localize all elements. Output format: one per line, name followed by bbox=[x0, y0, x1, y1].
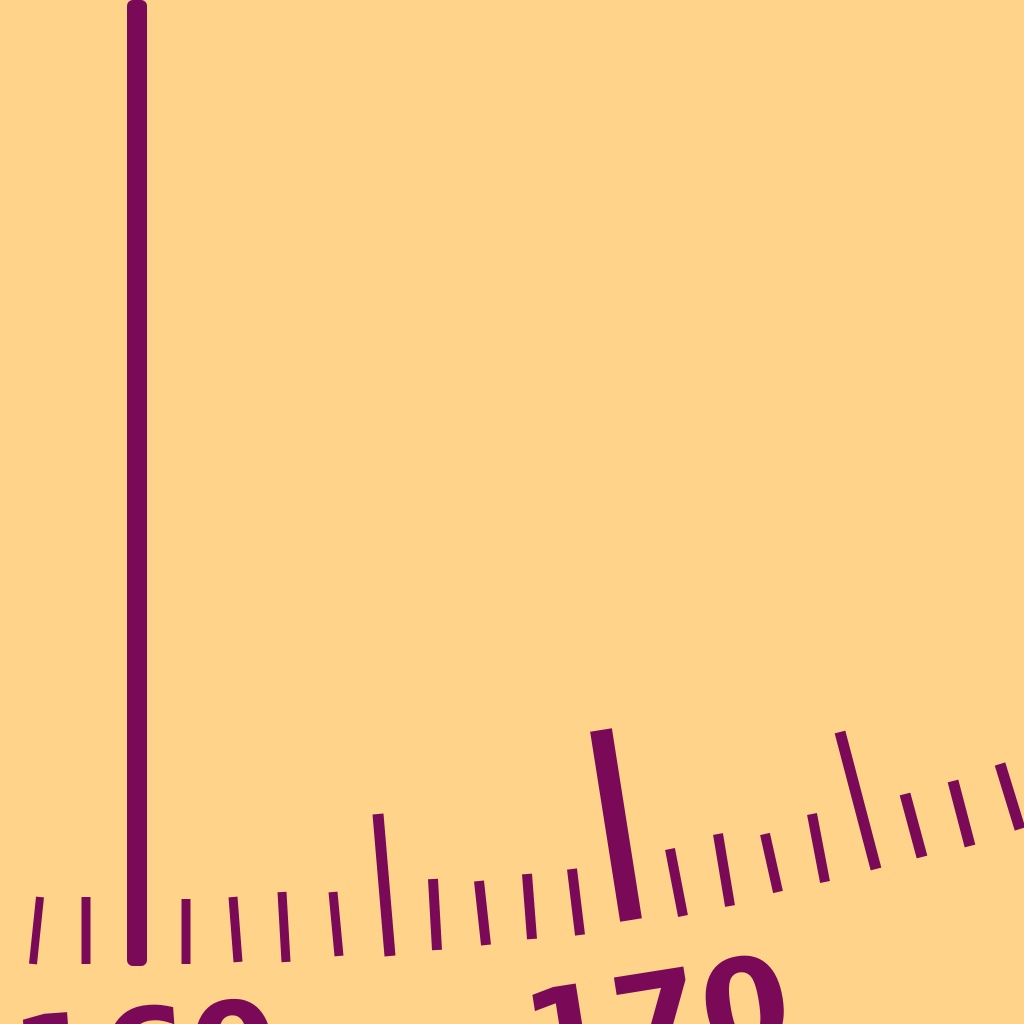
minor-tick bbox=[947, 779, 976, 848]
mid-tick bbox=[372, 813, 396, 957]
minor-tick bbox=[665, 848, 688, 917]
minor-tick bbox=[29, 896, 44, 965]
minor-tick bbox=[474, 880, 491, 946]
major-tick bbox=[590, 728, 642, 922]
minor-tick bbox=[328, 891, 344, 957]
minor-tick bbox=[428, 878, 442, 951]
minor-tick bbox=[567, 868, 585, 936]
minor-tick bbox=[994, 762, 1024, 831]
minor-tick bbox=[807, 813, 830, 883]
minor-tick bbox=[277, 891, 291, 963]
minor-tick bbox=[713, 833, 735, 907]
minor-tick bbox=[760, 832, 783, 894]
scale-ticks bbox=[29, 728, 1024, 965]
minor-tick bbox=[522, 873, 537, 940]
minor-tick bbox=[899, 792, 928, 859]
needle bbox=[127, 0, 147, 966]
minor-tick bbox=[228, 896, 243, 963]
mid-tick bbox=[834, 730, 882, 871]
